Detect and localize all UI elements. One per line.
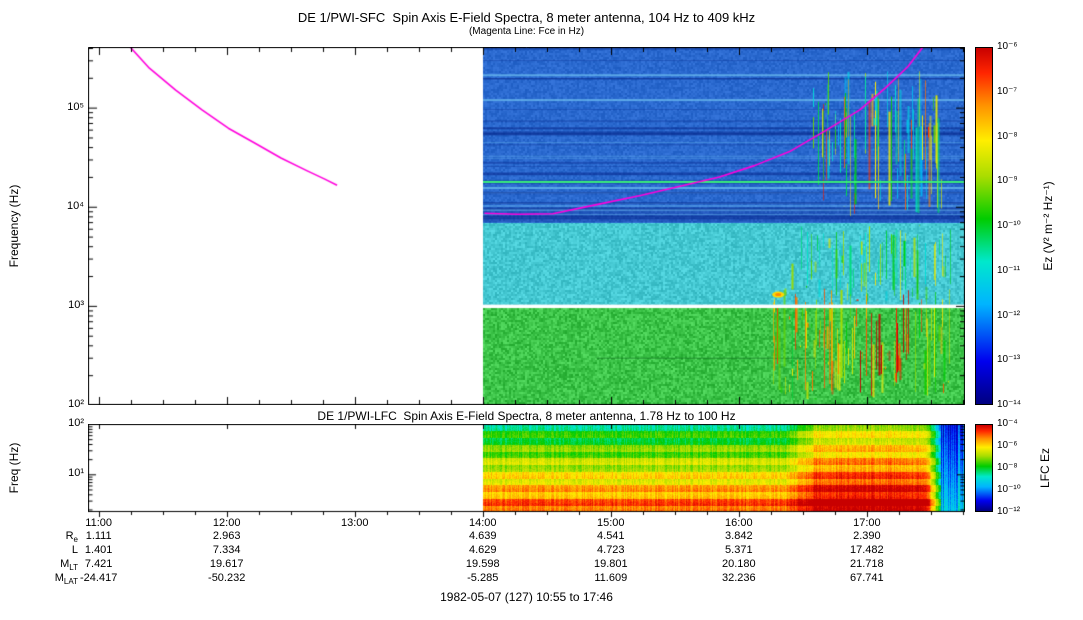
ephemeris-value: 1.401 — [84, 544, 113, 556]
sfc-ytick-label: 10² — [68, 398, 84, 410]
sfc-colorbar-tick-label: 10⁻¹³ — [997, 354, 1021, 366]
lfc-colorbar-tick-label: 10⁻¹⁰ — [997, 484, 1021, 495]
ephemeris-value: 1.111 — [85, 530, 112, 542]
ephemeris-value: 5.371 — [725, 544, 753, 556]
sfc-colorbar — [975, 47, 993, 405]
ephemeris-value: -5.285 — [467, 572, 499, 584]
sfc-ylabel: Frequency (Hz) — [7, 184, 21, 268]
lfc-colorbar-tick-label: 10⁻⁶ — [997, 440, 1018, 451]
ephemeris-value: 2.390 — [853, 530, 881, 542]
time-tick-label: 15:00 — [597, 517, 625, 529]
footer-timerange: 1982-05-07 (127) 10:55 to 17:46 — [440, 590, 613, 604]
lfc-colorbar-tick-label: 10⁻¹² — [997, 506, 1021, 517]
ephemeris-value: 4.723 — [597, 544, 625, 556]
sfc-colorbar-tick-label: 10⁻⁸ — [997, 130, 1018, 142]
lfc-colorbar-label: LFC Ez — [1038, 448, 1052, 489]
time-tick-label: 17:00 — [853, 517, 881, 529]
sfc-title: DE 1/PWI-SFC Spin Axis E-Field Spectra, … — [297, 10, 756, 25]
ephemeris-value: 4.629 — [468, 544, 497, 556]
sfc-colorbar-tick-label: 10⁻¹² — [997, 309, 1021, 321]
lfc-colorbar-tick-label: 10⁻⁴ — [997, 418, 1018, 429]
sfc-colorbar-tick-label: 10⁻¹⁴ — [997, 399, 1022, 410]
ephemeris-value: -50.232 — [208, 572, 246, 584]
ephemeris-value: 67.741 — [850, 572, 884, 584]
lfc-colorbar — [975, 424, 993, 512]
time-tick-label: 14:00 — [468, 517, 497, 529]
ephemeris-value: 11.609 — [594, 572, 628, 584]
sfc-subtitle: (Magenta Line: Fce in Hz) — [468, 26, 585, 37]
ephemeris-value: 19.598 — [465, 558, 500, 570]
lfc-colorbar-tick-label: 10⁻⁸ — [997, 462, 1018, 473]
sfc-colorbar-label: Ez (V² m⁻² Hz⁻¹) — [1041, 181, 1055, 271]
sfc-colorbar-tick-label: 10⁻⁹ — [997, 175, 1018, 187]
sfc-ytick-label: 10³ — [68, 298, 84, 311]
lfc-ylabel: Freq (Hz) — [7, 442, 21, 494]
ephemeris-value: 2.963 — [212, 530, 241, 542]
sfc-spectrogram — [88, 47, 965, 405]
ephemeris-row-label: L — [71, 544, 78, 556]
ephemeris-value: 4.639 — [468, 530, 497, 542]
ephemeris-value: -24.417 — [80, 572, 118, 584]
sfc-ytick-label: 10⁵ — [67, 100, 84, 113]
ephemeris-value: 17.482 — [850, 544, 884, 556]
lfc-title: DE 1/PWI-LFC Spin Axis E-Field Spectra, … — [317, 409, 736, 423]
time-tick-label: 16:00 — [725, 517, 753, 529]
sfc-colorbar-tick-label: 10⁻⁶ — [997, 41, 1018, 52]
lfc-ytick-label: 10² — [68, 417, 84, 429]
sfc-colorbar-tick-label: 10⁻¹⁰ — [997, 220, 1021, 231]
ephemeris-value: 21.718 — [850, 558, 884, 570]
ephemeris-value: 7.421 — [84, 558, 113, 570]
time-tick-label: 11:00 — [85, 517, 113, 529]
ephemeris-value: 32.236 — [721, 572, 756, 584]
ephemeris-value: 19.617 — [209, 558, 244, 570]
ephemeris-row-label: MLT — [60, 558, 78, 573]
sfc-colorbar-tick-label: 10⁻⁷ — [997, 85, 1018, 97]
lfc-spectrogram — [88, 424, 965, 518]
ephemeris-value: 3.842 — [725, 530, 753, 542]
ephemeris-row-label: Re — [65, 530, 78, 545]
ephemeris-value: 7.334 — [212, 544, 241, 556]
sfc-ytick-label: 10⁴ — [67, 199, 84, 212]
time-tick-label: 12:00 — [212, 517, 241, 529]
ephemeris-value: 4.541 — [597, 530, 625, 542]
lfc-ytick-label: 10¹ — [68, 467, 84, 480]
ephemeris-value: 19.801 — [593, 558, 628, 570]
time-tick-label: 13:00 — [340, 517, 369, 529]
ephemeris-value: 20.180 — [721, 558, 756, 570]
sfc-colorbar-tick-label: 10⁻¹¹ — [997, 264, 1021, 276]
ephemeris-row-label: MLAT — [54, 572, 78, 587]
